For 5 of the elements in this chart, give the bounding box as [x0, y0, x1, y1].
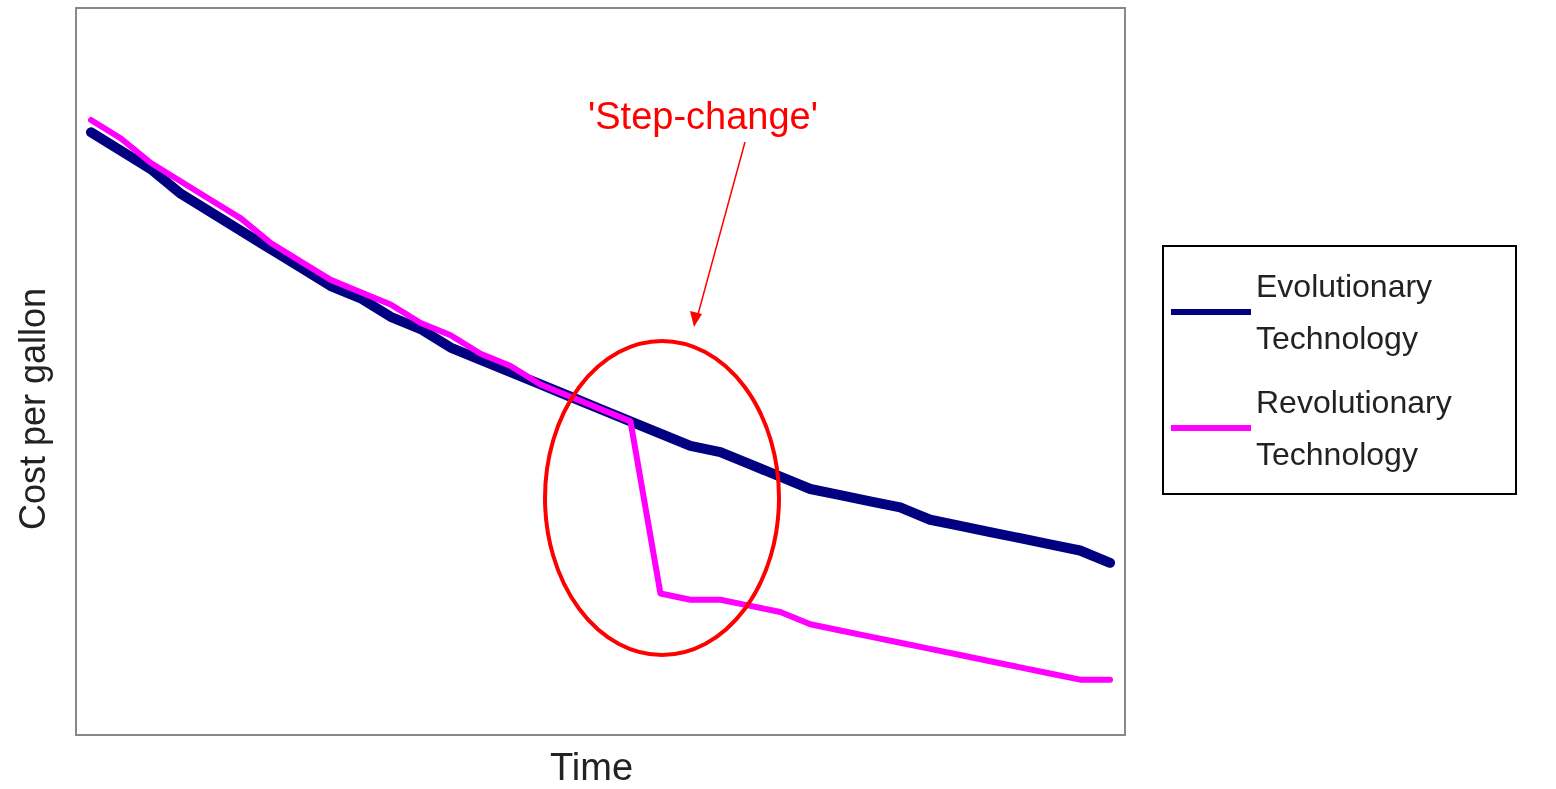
legend-label: Revolutionary Technology: [1256, 384, 1461, 472]
x-axis-title: Time: [550, 746, 634, 788]
legend-label: Evolutionary Technology: [1256, 268, 1441, 356]
y-axis-title: Cost per gallon: [11, 287, 53, 530]
annotation: 'Step-change': [588, 95, 819, 137]
